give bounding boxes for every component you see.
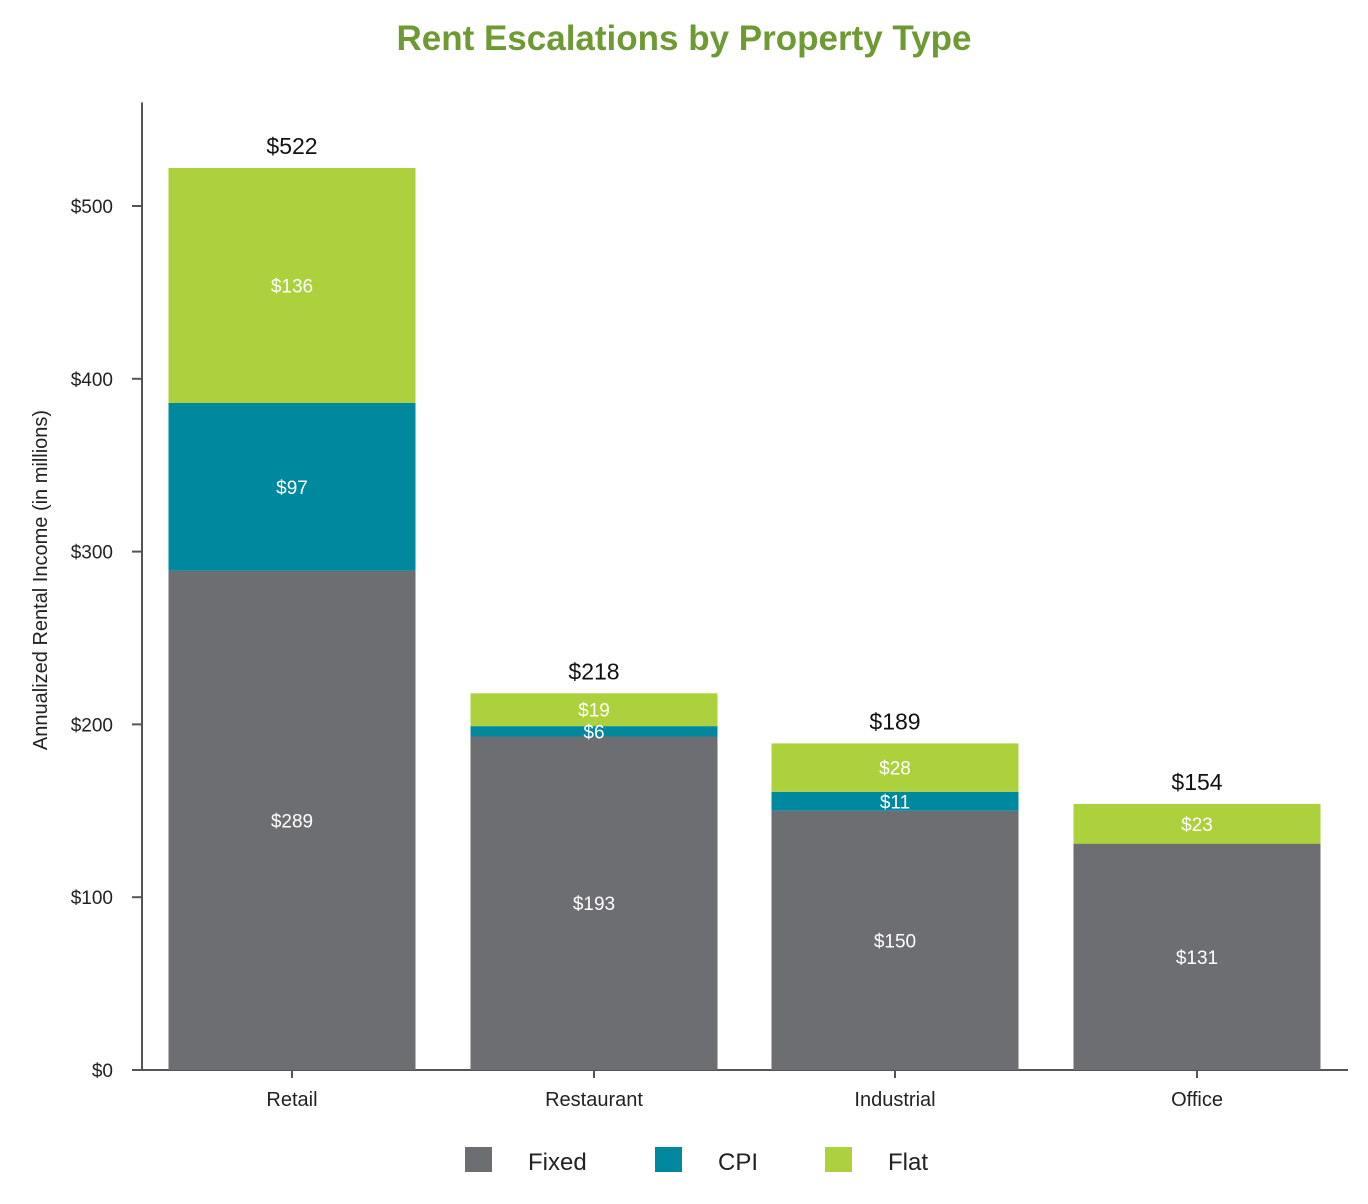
legend-label-flat: Flat <box>888 1149 928 1176</box>
x-tick-label-office: Office <box>1171 1089 1223 1111</box>
y-axis-title: Annualized Rental Income (in millions) <box>30 410 52 750</box>
bar-segment-flat-restaurant <box>470 693 718 727</box>
y-tick-label: $0 <box>92 1061 113 1082</box>
data-label-fixed-retail: $289 <box>271 811 313 832</box>
legend-swatch-flat <box>825 1147 852 1172</box>
data-label-cpi-industrial: $11 <box>880 792 910 813</box>
bar-segment-flat-industrial <box>771 743 1019 792</box>
data-label-flat-restaurant: $19 <box>578 701 610 722</box>
y-tick-label: $300 <box>71 543 113 564</box>
y-tick-label: $500 <box>71 197 113 218</box>
x-tick-label-industrial: Industrial <box>854 1089 935 1111</box>
bar-segment-fixed-office <box>1073 843 1321 1070</box>
data-label-fixed-restaurant: $193 <box>573 894 615 915</box>
x-tick-label-restaurant: Restaurant <box>545 1089 643 1111</box>
bar-segment-fixed-industrial <box>771 810 1019 1070</box>
bar-segment-fixed-retail <box>168 570 416 1070</box>
x-tick-label-retail: Retail <box>266 1089 317 1111</box>
bar-segment-flat-retail <box>168 167 416 403</box>
bar-segment-cpi-industrial <box>771 791 1019 811</box>
bar-segment-flat-office <box>1073 803 1321 844</box>
data-label-flat-retail: $136 <box>271 276 313 297</box>
legend-label-fixed: Fixed <box>528 1149 587 1176</box>
total-label-industrial: $189 <box>869 708 920 734</box>
data-label-cpi-retail: $97 <box>276 478 308 499</box>
legend-swatch-fixed <box>465 1147 492 1172</box>
plot-area: $0 $100 $200 $300 $400 $500 Retail $289 $97 $136 $… <box>71 102 1348 1111</box>
data-label-cpi-restaurant: $6 <box>583 722 604 743</box>
legend-label-cpi: CPI <box>718 1149 758 1176</box>
total-label-office: $154 <box>1171 769 1222 795</box>
total-label-restaurant: $218 <box>568 658 619 684</box>
bar-segment-cpi-retail <box>168 402 416 571</box>
data-label-flat-office: $23 <box>1181 815 1213 836</box>
data-label-flat-industrial: $28 <box>879 759 911 780</box>
y-tick-label: $100 <box>71 888 113 909</box>
legend: Fixed CPI Flat <box>465 1147 928 1176</box>
bar-segment-cpi-restaurant <box>470 726 718 737</box>
chart-title: Rent Escalations by Property Type <box>396 19 971 58</box>
data-label-fixed-office: $131 <box>1176 948 1218 969</box>
y-tick-label: $400 <box>71 370 113 391</box>
total-label-retail: $522 <box>266 133 317 159</box>
data-label-fixed-industrial: $150 <box>874 931 916 952</box>
bar-segment-fixed-restaurant <box>470 736 718 1070</box>
legend-swatch-cpi <box>655 1147 682 1172</box>
y-tick-label: $200 <box>71 715 113 736</box>
